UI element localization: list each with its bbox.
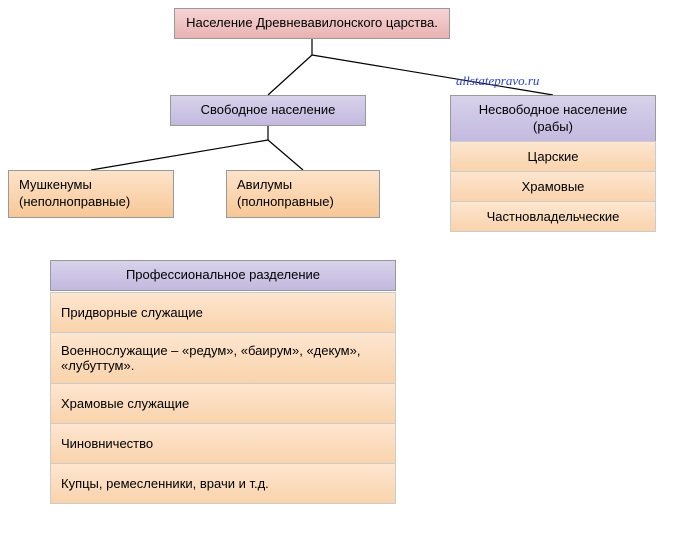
avilums-label: Авилумы (полноправные) xyxy=(237,177,334,209)
professional-header: Профессиональное разделение xyxy=(50,260,396,291)
free-population-node: Свободное население xyxy=(170,95,366,126)
free-label: Свободное население xyxy=(201,102,336,117)
nonfree-population-node: Несвободное население (рабы) xyxy=(450,95,656,143)
watermark-text: allstatepravo.ru xyxy=(456,73,539,88)
nonfree-list: Царские Храмовые Частновладельческие xyxy=(450,141,656,232)
nonfree-item: Частновладельческие xyxy=(450,202,656,232)
mushkenums-label: Мушкенумы (неполноправные) xyxy=(19,177,130,209)
professional-row: Храмовые служащие xyxy=(50,384,396,424)
professional-header-label: Профессиональное разделение xyxy=(126,267,320,282)
professional-list: Придворные служащие Военнослужащие – «ре… xyxy=(50,292,396,504)
professional-row: Чиновничество xyxy=(50,424,396,464)
professional-row: Купцы, ремесленники, врачи и т.д. xyxy=(50,464,396,504)
avilums-node: Авилумы (полноправные) xyxy=(226,170,380,218)
professional-row: Придворные служащие xyxy=(50,292,396,333)
root-label: Население Древневавилонского царства. xyxy=(186,15,438,30)
watermark: allstatepravo.ru xyxy=(456,73,539,89)
nonfree-item: Храмовые xyxy=(450,172,656,202)
root-node: Население Древневавилонского царства. xyxy=(174,8,450,39)
nonfree-label-line1: Несвободное население xyxy=(479,102,628,117)
nonfree-label-line2: (рабы) xyxy=(533,119,573,134)
professional-row: Военнослужащие – «редум», «баирум», «дек… xyxy=(50,333,396,384)
nonfree-item: Царские xyxy=(450,141,656,172)
mushkenums-node: Мушкенумы (неполноправные) xyxy=(8,170,174,218)
